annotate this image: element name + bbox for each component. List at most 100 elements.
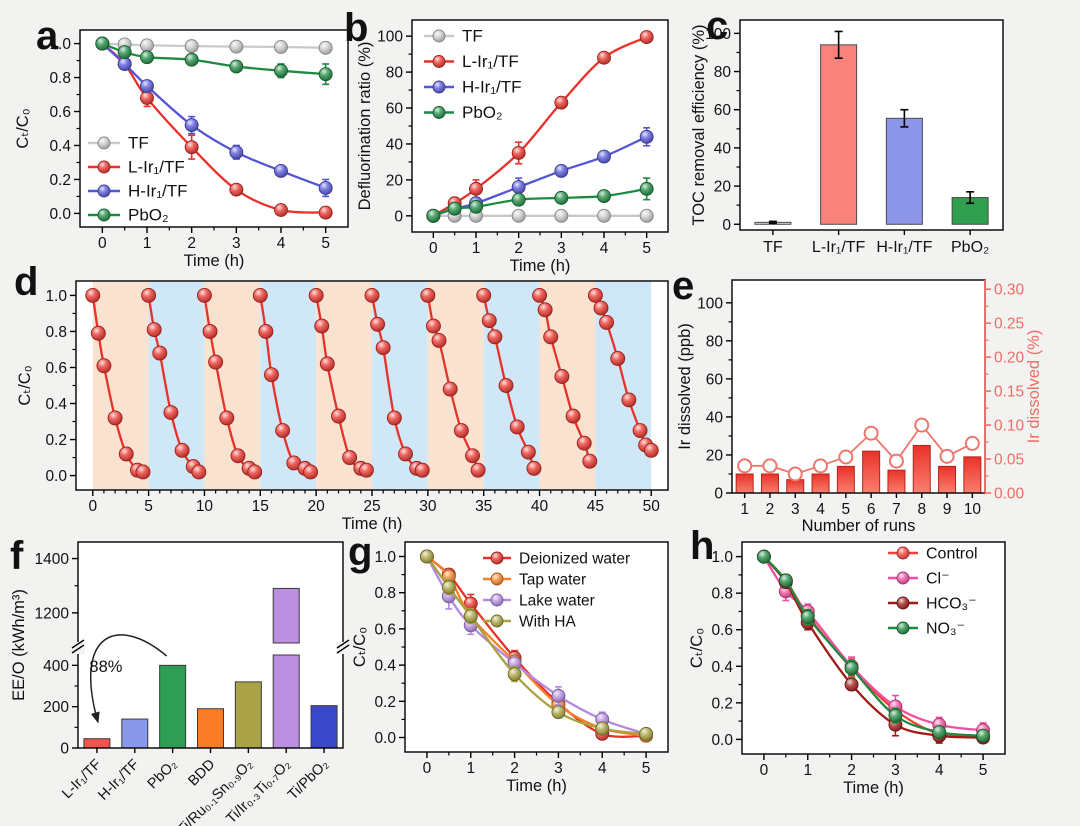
svg-text:TOC removal efficiency (%): TOC removal efficiency (%): [690, 24, 708, 225]
panel-letter-b: b: [344, 6, 369, 50]
svg-text:0.8: 0.8: [45, 324, 67, 341]
svg-text:0.15: 0.15: [994, 384, 1024, 401]
svg-text:Ir dissolved (ppb): Ir dissolved (ppb): [676, 323, 694, 450]
svg-text:5: 5: [979, 762, 988, 779]
svg-text:1400: 1400: [35, 551, 70, 568]
svg-text:EE/O (kWh/m³): EE/O (kWh/m³): [10, 589, 28, 701]
svg-text:2: 2: [514, 240, 523, 257]
svg-text:4: 4: [600, 240, 609, 257]
svg-text:Control: Control: [926, 546, 978, 563]
svg-text:40: 40: [706, 409, 724, 426]
svg-text:8: 8: [917, 501, 926, 518]
svg-text:0.2: 0.2: [711, 695, 733, 712]
svg-text:3: 3: [232, 235, 241, 252]
svg-text:40: 40: [531, 498, 549, 515]
svg-text:1.0: 1.0: [45, 288, 67, 305]
svg-text:3: 3: [554, 760, 563, 777]
svg-text:0: 0: [88, 498, 97, 515]
svg-text:1: 1: [472, 240, 481, 257]
svg-text:H-Ir₁/TF: H-Ir₁/TF: [876, 239, 932, 256]
svg-text:0: 0: [98, 235, 107, 252]
svg-text:Time (h): Time (h): [184, 252, 245, 270]
svg-text:3: 3: [791, 501, 800, 518]
svg-text:2: 2: [510, 760, 519, 777]
svg-text:20: 20: [386, 172, 404, 189]
svg-text:Cₜ/C₀: Cₜ/C₀: [688, 628, 706, 668]
svg-text:20: 20: [706, 447, 724, 464]
panel-letter-h: h: [690, 524, 715, 568]
svg-text:H-Ir₁/TF: H-Ir₁/TF: [128, 182, 188, 201]
svg-text:25: 25: [363, 498, 380, 515]
svg-text:Defluorination ratio (%): Defluorination ratio (%): [356, 42, 374, 211]
svg-text:10: 10: [964, 501, 982, 518]
svg-text:0.25: 0.25: [994, 316, 1024, 333]
svg-text:60: 60: [714, 102, 732, 119]
svg-text:40: 40: [386, 136, 404, 153]
svg-text:1200: 1200: [35, 605, 70, 622]
svg-text:1: 1: [466, 760, 475, 777]
svg-text:5: 5: [321, 235, 330, 252]
svg-text:Time (h): Time (h): [510, 257, 571, 275]
svg-text:Lake water: Lake water: [519, 593, 595, 610]
svg-text:20: 20: [714, 179, 732, 196]
svg-text:1.0: 1.0: [711, 549, 733, 566]
svg-text:3: 3: [891, 762, 900, 779]
svg-text:100: 100: [705, 26, 731, 43]
svg-text:60: 60: [386, 101, 404, 118]
svg-text:5: 5: [842, 501, 851, 518]
svg-text:50: 50: [643, 498, 661, 515]
svg-text:10: 10: [196, 498, 214, 515]
svg-text:Time (h): Time (h): [843, 779, 904, 797]
panel-letter-e: e: [672, 264, 695, 308]
svg-text:0: 0: [760, 762, 769, 779]
svg-text:0.6: 0.6: [711, 622, 733, 639]
panel-letter-f: f: [10, 534, 24, 578]
svg-text:Number of runs: Number of runs: [802, 517, 916, 535]
svg-text:0.05: 0.05: [994, 452, 1024, 469]
svg-text:HCO₃⁻: HCO₃⁻: [926, 596, 977, 613]
svg-text:100: 100: [377, 29, 403, 46]
svg-text:4: 4: [277, 235, 286, 252]
svg-text:0: 0: [714, 486, 723, 503]
svg-text:0.6: 0.6: [49, 104, 71, 121]
svg-text:20: 20: [308, 498, 326, 515]
svg-text:5: 5: [642, 240, 651, 257]
panel-letter-c: c: [706, 4, 729, 48]
svg-text:0.4: 0.4: [49, 138, 71, 155]
svg-text:9: 9: [943, 501, 952, 518]
svg-text:0.8: 0.8: [711, 586, 733, 603]
svg-text:100: 100: [697, 295, 723, 312]
svg-text:H-Ir₁/TF: H-Ir₁/TF: [462, 78, 522, 97]
svg-text:Tap water: Tap water: [519, 572, 586, 589]
svg-text:2: 2: [187, 235, 196, 252]
svg-text:1: 1: [143, 235, 152, 252]
svg-text:PbO₂: PbO₂: [128, 206, 169, 225]
svg-text:5: 5: [144, 498, 153, 515]
svg-text:200: 200: [43, 699, 69, 716]
svg-text:L-Ir₁/TF: L-Ir₁/TF: [462, 52, 519, 71]
panel-letter-a: a: [36, 14, 59, 58]
svg-text:3: 3: [557, 240, 566, 257]
svg-text:0: 0: [722, 217, 731, 234]
svg-text:PbO₂: PbO₂: [145, 757, 181, 793]
svg-text:400: 400: [43, 658, 69, 675]
svg-text:4: 4: [598, 760, 607, 777]
svg-text:80: 80: [386, 65, 404, 82]
svg-text:4: 4: [935, 762, 944, 779]
svg-text:40: 40: [714, 140, 732, 157]
svg-text:Ti/PbO₂: Ti/PbO₂: [285, 757, 332, 804]
svg-text:1: 1: [740, 501, 749, 518]
svg-text:NO₃⁻: NO₃⁻: [926, 621, 965, 638]
svg-text:Cₜ/C₀: Cₜ/C₀: [16, 365, 34, 405]
panel-letter-d: d: [14, 260, 39, 304]
svg-text:0.6: 0.6: [45, 360, 67, 377]
svg-text:PbO₂: PbO₂: [462, 103, 503, 122]
svg-text:1.0: 1.0: [49, 36, 71, 53]
svg-text:With HA: With HA: [519, 614, 577, 631]
svg-text:35: 35: [475, 498, 492, 515]
svg-text:0: 0: [423, 760, 432, 777]
svg-text:0.4: 0.4: [374, 658, 396, 675]
svg-text:H-Ir₁/TF: H-Ir₁/TF: [95, 756, 142, 803]
svg-text:0.0: 0.0: [49, 206, 71, 223]
